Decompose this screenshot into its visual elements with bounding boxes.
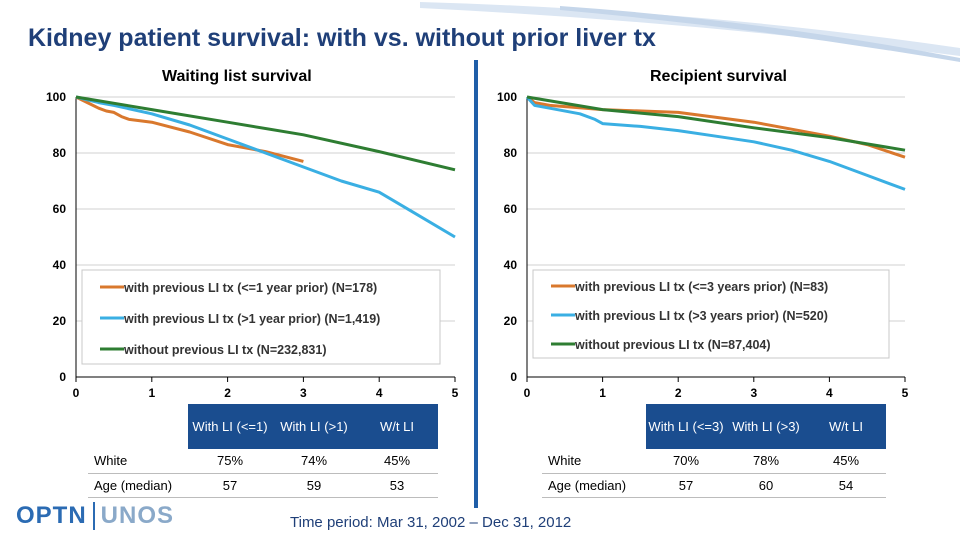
y-tick-label: 100: [46, 90, 66, 104]
y-tick-label: 60: [53, 202, 67, 216]
table-cell: 74%: [272, 449, 356, 474]
series-line: [75, 95, 304, 163]
table-header: With LI (>1): [272, 404, 356, 449]
y-tick-label: 20: [504, 314, 518, 328]
table-row: Age (median) 57 59 53: [88, 473, 438, 498]
table-header: With LI (<=3): [646, 404, 726, 449]
row-label: White: [88, 449, 188, 474]
table-cell: 57: [188, 473, 272, 498]
table-row: White 70% 78% 45%: [542, 449, 886, 474]
panel-divider: [474, 60, 478, 508]
series-line: [75, 95, 456, 172]
waiting-list-chart: 0 20 40 60 80 100 0 1 2 3 4 5 with previous LI tx (<…: [46, 90, 459, 400]
recipient-chart: 0 20 40 60 80 100 0 1 2 3 4 5 with previous LI tx (<…: [497, 90, 909, 400]
table-header: W/t LI: [356, 404, 438, 449]
legend-box: [81, 269, 441, 365]
header-swoosh: [420, 2, 960, 62]
legend-entry: with previous LI tx (>3 years prior) (N=…: [574, 309, 828, 323]
logo-divider: [92, 502, 95, 530]
row-label: Age (median): [542, 473, 646, 498]
x-tick-label: 5: [902, 386, 909, 400]
series-line: [525, 95, 906, 191]
series-line: [526, 95, 906, 152]
y-tick-label: 0: [59, 370, 66, 384]
waiting-list-table: With LI (<=1) With LI (>1) W/t LI White …: [88, 404, 438, 498]
y-tick-label: 80: [504, 146, 518, 160]
table-cell: 75%: [188, 449, 272, 474]
y-tick-label: 0: [510, 370, 517, 384]
x-tick-label: 1: [148, 386, 155, 400]
legend-box: [532, 269, 890, 359]
x-tick-label: 0: [524, 386, 531, 400]
table-header: With LI (>3): [726, 404, 806, 449]
series-line: [75, 95, 456, 239]
y-tick-label: 20: [53, 314, 67, 328]
table-cell: 45%: [356, 449, 438, 474]
chart-title-recipient: Recipient survival: [650, 68, 787, 85]
table-row: White 75% 74% 45%: [88, 449, 438, 474]
y-tick-label: 40: [504, 258, 518, 272]
x-tick-label: 0: [73, 386, 80, 400]
legend-entry: with previous LI tx (<=1 year prior) (N=…: [123, 281, 377, 295]
x-tick-label: 2: [675, 386, 682, 400]
table-cell: 70%: [646, 449, 726, 474]
legend-entry: without previous LI tx (N=87,404): [574, 338, 771, 352]
table-cell: 59: [272, 473, 356, 498]
x-tick-label: 4: [826, 386, 833, 400]
chart-title-waiting-list: Waiting list survival: [162, 68, 312, 85]
logo-optn: OPTN: [16, 502, 87, 529]
y-tick-label: 40: [53, 258, 67, 272]
x-tick-label: 2: [224, 386, 231, 400]
page-title: Kidney patient survival: with vs. withou…: [28, 24, 656, 52]
y-tick-label: 80: [53, 146, 67, 160]
y-tick-label: 100: [497, 90, 517, 104]
legend-entry: with previous LI tx (>1 year prior) (N=1…: [123, 312, 380, 326]
x-tick-label: 1: [599, 386, 606, 400]
x-tick-label: 5: [452, 386, 459, 400]
table-cell: 57: [646, 473, 726, 498]
y-tick-label: 60: [504, 202, 518, 216]
table-header: W/t LI: [806, 404, 886, 449]
table-cell: 60: [726, 473, 806, 498]
table-header: With LI (<=1): [188, 404, 272, 449]
optn-unos-logo: OPTN UNOS: [16, 500, 174, 532]
legend-entry: with previous LI tx (<=3 years prior) (N…: [574, 280, 828, 294]
x-tick-label: 3: [300, 386, 307, 400]
row-label: White: [542, 449, 646, 474]
table-cell: 54: [806, 473, 886, 498]
row-label: Age (median): [88, 473, 188, 498]
table-cell: 45%: [806, 449, 886, 474]
legend-entry: without previous LI tx (N=232,831): [123, 343, 326, 357]
recipient-table: With LI (<=3) With LI (>3) W/t LI White …: [542, 404, 886, 498]
time-period-note: Time period: Mar 31, 2002 – Dec 31, 2012: [290, 514, 572, 531]
logo-unos: UNOS: [100, 502, 175, 529]
x-tick-label: 4: [376, 386, 383, 400]
table-cell: 53: [356, 473, 438, 498]
x-tick-label: 3: [750, 386, 757, 400]
table-cell: 78%: [726, 449, 806, 474]
table-row: Age (median) 57 60 54: [542, 473, 886, 498]
